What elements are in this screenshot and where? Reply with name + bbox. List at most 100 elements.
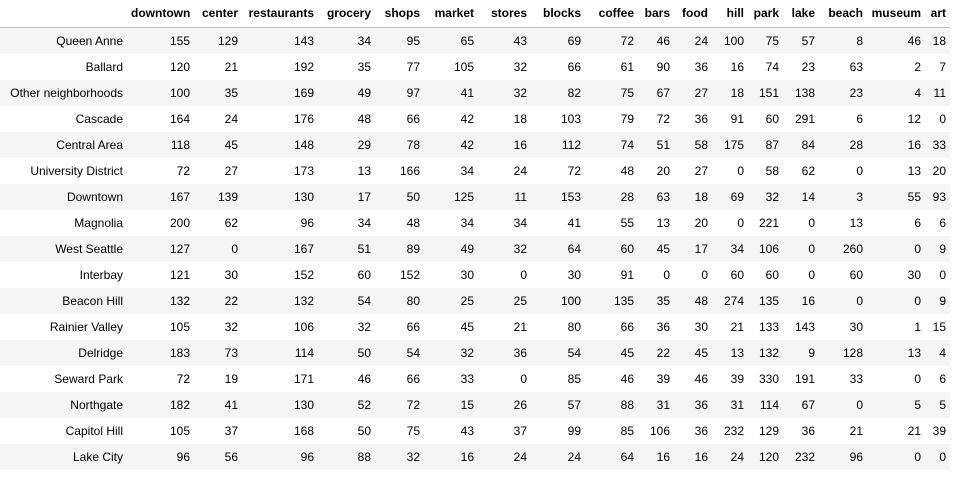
table-cell: 7 xyxy=(939,60,946,74)
table-cell: 63 xyxy=(656,190,670,204)
table-cell: 43 xyxy=(460,424,474,438)
table-cell: 139 xyxy=(217,190,238,204)
table-cell: 167 xyxy=(169,190,190,204)
table-cell: 36 xyxy=(694,60,708,74)
table-cell: 232 xyxy=(794,450,815,464)
table-cell: 80 xyxy=(406,294,420,308)
table-cell: 130 xyxy=(293,398,314,412)
table-cell: 49 xyxy=(460,242,474,256)
table-cell: 105 xyxy=(169,320,190,334)
table-cell: 66 xyxy=(406,320,420,334)
table-cell: 65 xyxy=(460,34,474,48)
table-cell: 3 xyxy=(856,190,863,204)
table-cell: 25 xyxy=(460,294,474,308)
column-header: shops xyxy=(375,0,424,28)
table-cell: 46 xyxy=(357,372,371,386)
table-cell: 72 xyxy=(176,164,190,178)
table-cell: 88 xyxy=(620,398,634,412)
column-header: coffee xyxy=(585,0,638,28)
table-cell: 39 xyxy=(656,372,670,386)
table-cell: 48 xyxy=(406,216,420,230)
table-cell: 41 xyxy=(567,216,581,230)
table-cell: 20 xyxy=(694,216,708,230)
table-row: Rainier Valley 105 32 106 32 66 45 21 80 66 36 30 21… xyxy=(0,314,950,340)
table-cell: 72 xyxy=(620,34,634,48)
table-cell: 152 xyxy=(399,268,420,282)
table-cell: 36 xyxy=(656,320,670,334)
table-cell: 64 xyxy=(620,450,634,464)
table-cell: 46 xyxy=(907,34,921,48)
table-cell: 32 xyxy=(513,86,527,100)
table-cell: 75 xyxy=(620,86,634,100)
table-cell: 45 xyxy=(694,346,708,360)
table-cell: 24 xyxy=(694,34,708,48)
table-cell: 32 xyxy=(406,450,420,464)
table-cell: 60 xyxy=(730,268,744,282)
table-cell: 11 xyxy=(514,190,527,204)
table-cell: 30 xyxy=(849,320,863,334)
table-cell: 74 xyxy=(620,138,634,152)
table-cell: 60 xyxy=(765,268,779,282)
table-cell: 58 xyxy=(694,138,708,152)
table-cell: 132 xyxy=(293,294,314,308)
table-cell: 0 xyxy=(914,372,921,386)
table-cell: 64 xyxy=(567,242,581,256)
table-cell: 0 xyxy=(808,242,815,256)
table-cell: 138 xyxy=(794,86,815,100)
table-cell: 171 xyxy=(293,372,314,386)
table-cell: 85 xyxy=(620,424,634,438)
column-header: downtown xyxy=(127,0,194,28)
table-cell: 45 xyxy=(620,346,634,360)
row-label: Northgate xyxy=(70,398,123,412)
table-cell: 23 xyxy=(849,86,863,100)
table-cell: 16 xyxy=(730,60,744,74)
column-header: stores xyxy=(478,0,531,28)
table-cell: 13 xyxy=(730,346,744,360)
table-row: Downtown 167 139 130 17 50 125 11 153 28 63 18 69 32 1… xyxy=(0,184,950,210)
table-cell: 79 xyxy=(620,112,634,126)
table-cell: 148 xyxy=(293,138,314,152)
table-cell: 128 xyxy=(842,346,863,360)
table-cell: 105 xyxy=(169,424,190,438)
table-cell: 55 xyxy=(620,216,634,230)
table-cell: 35 xyxy=(357,60,371,74)
table-cell: 132 xyxy=(758,346,779,360)
table-cell: 66 xyxy=(406,112,420,126)
row-label: Capitol Hill xyxy=(65,424,123,438)
table-cell: 72 xyxy=(567,164,581,178)
table-cell: 39 xyxy=(932,424,946,438)
table-cell: 9 xyxy=(939,242,946,256)
table-row: West Seattle 127 0 167 51 89 49 32 64 60 45 17 34 106… xyxy=(0,236,950,262)
column-header: food xyxy=(674,0,712,28)
table-cell: 32 xyxy=(224,320,238,334)
table-cell: 22 xyxy=(656,346,670,360)
table-cell: 45 xyxy=(224,138,238,152)
table-cell: 33 xyxy=(932,138,946,152)
table-cell: 55 xyxy=(907,190,921,204)
table-cell: 105 xyxy=(453,60,474,74)
row-label: Lake City xyxy=(72,450,123,464)
table-cell: 36 xyxy=(694,112,708,126)
table-cell: 34 xyxy=(460,216,474,230)
table-cell: 18 xyxy=(694,190,708,204)
table-cell: 106 xyxy=(649,424,670,438)
table-cell: 164 xyxy=(169,112,190,126)
table-cell: 48 xyxy=(694,294,708,308)
table-cell: 0 xyxy=(856,398,863,412)
column-header: museum xyxy=(867,0,925,28)
table-cell: 30 xyxy=(460,268,474,282)
table-cell: 9 xyxy=(939,294,946,308)
table-cell: 85 xyxy=(567,372,581,386)
table-cell: 28 xyxy=(849,138,863,152)
column-header: lake xyxy=(783,0,819,28)
table-row: Central Area 118 45 148 29 78 42 16 112 74 51 58 175… xyxy=(0,132,950,158)
table-cell: 100 xyxy=(723,34,744,48)
table-cell: 6 xyxy=(914,216,921,230)
table-cell: 30 xyxy=(907,268,921,282)
table-cell: 21 xyxy=(224,60,238,74)
table-cell: 54 xyxy=(406,346,420,360)
table-cell: 0 xyxy=(808,216,815,230)
row-label: Downtown xyxy=(66,190,123,204)
table-cell: 74 xyxy=(765,60,779,74)
